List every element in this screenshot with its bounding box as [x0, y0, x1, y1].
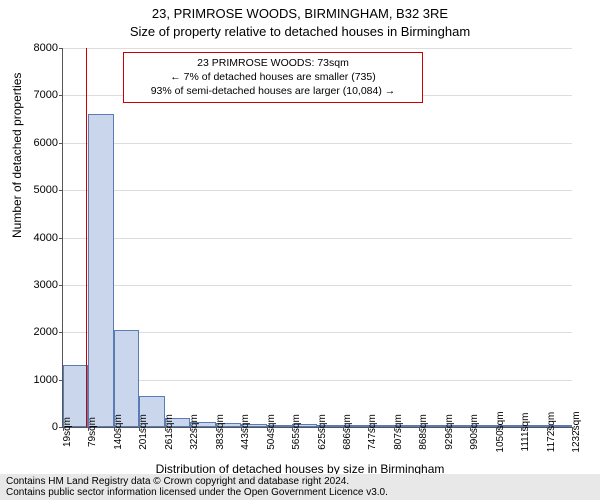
x-tick-label: 747sqm: [367, 414, 378, 450]
footer: Contains HM Land Registry data © Crown c…: [0, 474, 600, 500]
annotation-box: 23 PRIMROSE WOODS: 73sqm ← 7% of detache…: [123, 52, 423, 103]
gridline: [63, 190, 572, 191]
y-tick-mark: [59, 285, 63, 286]
footer-line2: Contains public sector information licen…: [6, 487, 594, 498]
x-tick-label: 565sqm: [291, 414, 302, 450]
x-tick-label: 625sqm: [317, 414, 328, 450]
y-tick-label: 8000: [18, 42, 58, 54]
y-tick-label: 2000: [18, 326, 58, 338]
y-tick-mark: [59, 332, 63, 333]
x-tick-label: 504sqm: [266, 414, 277, 450]
y-tick-label: 7000: [18, 89, 58, 101]
y-tick-label: 5000: [18, 184, 58, 196]
gridline: [63, 238, 572, 239]
y-tick-mark: [59, 95, 63, 96]
y-tick-label: 6000: [18, 137, 58, 149]
gridline: [63, 48, 572, 49]
y-tick-mark: [59, 48, 63, 49]
footer-line1: Contains HM Land Registry data © Crown c…: [6, 476, 594, 487]
x-tick-label: 1050sqm: [495, 411, 506, 452]
annotation-line1: 23 PRIMROSE WOODS: 73sqm: [130, 56, 416, 70]
y-tick-mark: [59, 190, 63, 191]
gridline: [63, 285, 572, 286]
x-tick-label: 990sqm: [469, 414, 480, 450]
property-marker-line: [86, 48, 87, 427]
x-tick-label: 261sqm: [164, 414, 175, 450]
gridline: [63, 143, 572, 144]
x-tick-label: 443sqm: [240, 414, 251, 450]
y-tick-label: 4000: [18, 232, 58, 244]
x-tick-label: 868sqm: [418, 414, 429, 450]
y-tick-mark: [59, 238, 63, 239]
x-tick-label: 1172sqm: [546, 412, 557, 452]
histogram-bar: [114, 330, 140, 427]
x-tick-label: 140sqm: [113, 414, 124, 450]
histogram-bar: [88, 114, 114, 427]
y-tick-mark: [59, 143, 63, 144]
x-tick-label: 322sqm: [189, 414, 200, 450]
x-tick-label: 79sqm: [87, 417, 98, 447]
y-tick-label: 3000: [18, 279, 58, 291]
annotation-line3: 93% of semi-detached houses are larger (…: [130, 84, 416, 98]
chart-container: { "chart": { "type": "histogram", "title…: [0, 0, 600, 500]
chart-subtitle: Size of property relative to detached ho…: [0, 24, 600, 39]
chart-title-line1: 23, PRIMROSE WOODS, BIRMINGHAM, B32 3RE: [0, 6, 600, 21]
x-tick-label: 929sqm: [444, 414, 455, 450]
x-tick-label: 19sqm: [62, 417, 73, 447]
x-tick-label: 1232sqm: [571, 411, 582, 452]
x-tick-label: 807sqm: [393, 414, 404, 450]
x-tick-label: 383sqm: [215, 414, 226, 450]
y-tick-label: 0: [18, 421, 58, 433]
plot-area: 23 PRIMROSE WOODS: 73sqm ← 7% of detache…: [62, 48, 572, 428]
x-tick-label: 1111sqm: [520, 413, 531, 452]
y-tick-label: 1000: [18, 374, 58, 386]
x-tick-label: 686sqm: [342, 414, 353, 450]
annotation-line2: ← 7% of detached houses are smaller (735…: [130, 70, 416, 84]
x-tick-label: 201sqm: [138, 414, 149, 450]
